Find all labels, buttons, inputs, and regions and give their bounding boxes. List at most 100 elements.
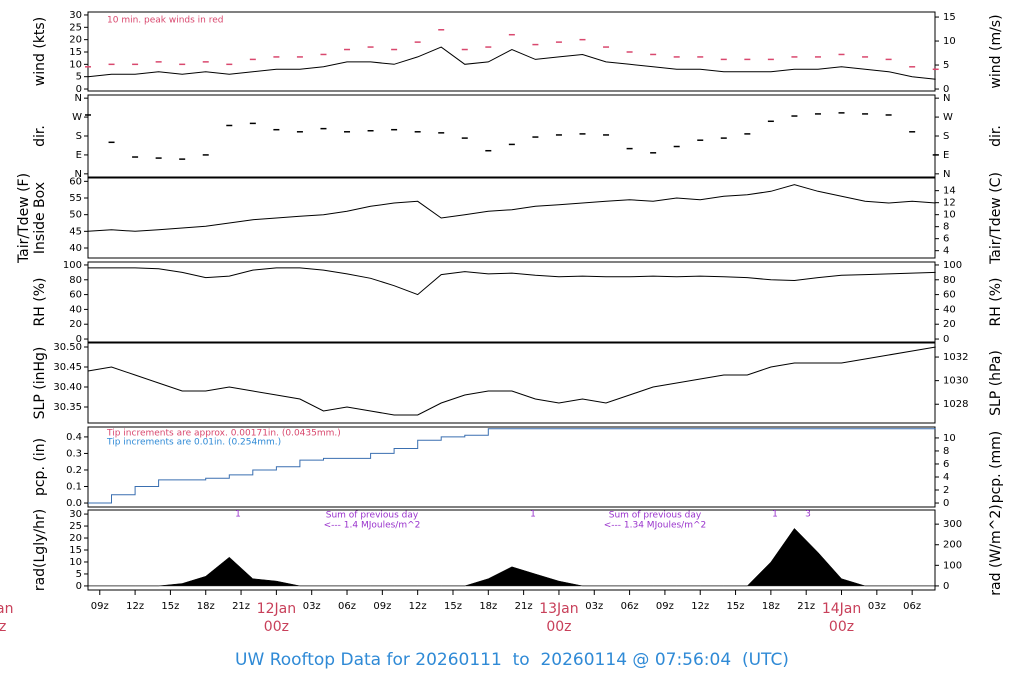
y-tick-label: E — [76, 150, 82, 161]
y-tick-label: W — [72, 112, 82, 123]
annotation: Tip increments are approx. 0.00171in. (0… — [106, 429, 341, 439]
y2-tick-label: E — [943, 150, 949, 161]
x-tick-label: 15z — [444, 601, 462, 612]
x-tick-label: 12z — [126, 601, 144, 612]
y2-axis-label: dir. — [988, 125, 1004, 147]
y-axis-label: RH (%) — [32, 278, 48, 327]
y-tick-label: 30.35 — [53, 402, 82, 413]
y2-tick-label: 1030 — [943, 376, 968, 387]
y-tick-label: 0 — [76, 334, 82, 345]
y2-tick-label: 60 — [943, 290, 956, 301]
y2-tick-label: 8 — [943, 222, 949, 233]
data-line — [87, 46, 936, 80]
y2-tick-label: W — [943, 112, 953, 123]
x-tick-label: 03z — [585, 601, 603, 612]
y-axis-label: rad(Lgly/hr) — [32, 509, 48, 591]
y2-tick-label: N — [943, 169, 950, 180]
y2-tick-label: 0 — [943, 334, 949, 345]
y-tick-label: 30.50 — [53, 342, 82, 353]
x-tick-label: 15z — [727, 601, 745, 612]
annotation: <--- 1.4 MJoules/m^2 — [324, 521, 421, 531]
y-tick-label: N — [75, 169, 82, 180]
y2-tick-label: 100 — [943, 260, 962, 271]
footer-title: UW Rooftop Data for 20260111 to 20260114… — [235, 650, 789, 670]
y-tick-label: 40 — [69, 243, 82, 254]
y2-tick-label: 6 — [943, 459, 949, 470]
x-tick-label: 00z — [264, 619, 289, 635]
y-tick-label: 45 — [69, 226, 82, 237]
x-tick-label: 12z — [691, 601, 709, 612]
annotation: 3 — [805, 510, 811, 520]
y2-axis-label: RH (%) — [988, 278, 1004, 327]
y2-tick-label: S — [943, 131, 949, 142]
x-tick-label: 06z — [338, 601, 356, 612]
y-tick-label: 0.1 — [66, 482, 82, 493]
y-tick-label: 100 — [63, 260, 82, 271]
x-date-label: 14Jan — [822, 601, 861, 617]
y2-tick-label: 100 — [943, 560, 962, 571]
x-tick-label: 18z — [479, 601, 497, 612]
y-tick-label: 0.2 — [66, 465, 82, 476]
x-date-label: 13Jan — [539, 601, 578, 617]
x-tick-label: 06z — [621, 601, 639, 612]
y-axis-label: Inside Box — [32, 182, 48, 254]
y2-tick-label: 8 — [943, 446, 949, 457]
x-tick-label: 15z — [161, 601, 179, 612]
y-tick-label: 20 — [69, 319, 82, 330]
x-tick-label: 00z — [829, 619, 854, 635]
panel-frame — [87, 342, 936, 424]
x-date-label: 12Jan — [257, 601, 296, 617]
y-tick-label: 15 — [69, 545, 82, 556]
annotation: Tip increments are 0.01in. (0.254mm.) — [106, 438, 281, 448]
x-tick-label: 09z — [91, 601, 109, 612]
y2-tick-label: 5 — [943, 60, 949, 71]
x-tick-label: 00z — [0, 619, 6, 635]
x-tick-label: 00z — [546, 619, 571, 635]
panel-frame — [87, 177, 936, 259]
data-line — [87, 184, 936, 232]
y2-axis-label: rad (W/m^2) — [988, 504, 1004, 595]
y2-tick-label: 80 — [943, 275, 956, 286]
y-tick-label: 0 — [76, 581, 82, 592]
y-tick-label: 40 — [69, 304, 82, 315]
panel-frame — [87, 261, 936, 343]
annotation: 1 — [772, 510, 778, 520]
y2-axis-label: Tair/Tdew (C) — [988, 172, 1004, 265]
annotation: 1 — [235, 510, 241, 520]
y-axis-label: wind (kts) — [32, 17, 48, 86]
annotation: <--- 1.34 MJoules/m^2 — [604, 521, 706, 531]
y-tick-label: 25 — [69, 521, 82, 532]
y-tick-label: 0 — [76, 84, 82, 95]
y-tick-label: 60 — [69, 176, 82, 187]
y-tick-label: 60 — [69, 290, 82, 301]
y-tick-label: 5 — [76, 72, 82, 83]
y-axis-label: SLP (inHg) — [32, 347, 48, 420]
data-line — [88, 267, 936, 296]
y-tick-label: 0.0 — [66, 498, 82, 509]
x-tick-label: 18z — [762, 601, 780, 612]
annotation: Sum of previous day — [609, 511, 702, 521]
data-line — [87, 346, 936, 416]
y2-tick-label: N — [943, 93, 950, 104]
y2-tick-label: 15 — [943, 12, 956, 23]
y-tick-label: 30.45 — [53, 362, 82, 373]
x-tick-label: 06z — [903, 601, 921, 612]
y2-axis-label: wind (m/s) — [988, 14, 1004, 88]
y2-tick-label: 10 — [943, 433, 956, 444]
y-tick-label: 10 — [69, 59, 82, 70]
y2-tick-label: 0 — [943, 498, 949, 509]
y2-tick-label: 10 — [943, 210, 956, 221]
y-tick-label: N — [75, 93, 82, 104]
y-axis-label: pcp. (in) — [32, 438, 48, 496]
y2-axis-label: SLP (hPa) — [988, 350, 1004, 416]
y-tick-label: 0.4 — [66, 432, 82, 443]
y-tick-label: S — [76, 131, 82, 142]
x-tick-label: 12z — [409, 601, 427, 612]
y-tick-label: 15 — [69, 47, 82, 58]
y2-tick-label: 200 — [943, 540, 962, 551]
y2-tick-label: 20 — [943, 319, 956, 330]
data-step-line — [88, 428, 936, 504]
y-tick-label: 5 — [76, 569, 82, 580]
data-area — [87, 528, 936, 587]
